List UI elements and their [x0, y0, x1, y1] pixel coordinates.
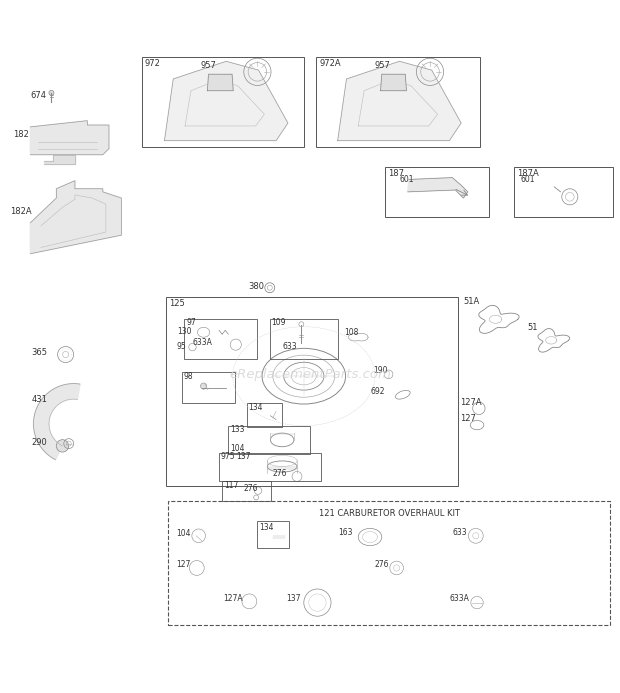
Polygon shape [408, 177, 467, 198]
Text: 674: 674 [30, 91, 46, 100]
Text: 127: 127 [175, 561, 190, 570]
Text: 601: 601 [400, 175, 414, 184]
Text: 957: 957 [375, 61, 391, 70]
Bar [514, 167, 613, 217]
Polygon shape [30, 121, 109, 155]
Bar [142, 57, 304, 147]
Bar [184, 319, 257, 359]
Text: 633: 633 [282, 342, 297, 351]
Text: 127A: 127A [459, 398, 481, 407]
Bar [228, 426, 310, 453]
Text: 957: 957 [200, 61, 216, 70]
Text: 276: 276 [375, 561, 389, 570]
Text: 365: 365 [32, 348, 48, 357]
Polygon shape [164, 61, 288, 141]
Bar [270, 319, 338, 359]
Text: 51: 51 [528, 324, 538, 333]
Bar [167, 297, 458, 486]
Text: 276: 276 [273, 469, 288, 477]
Polygon shape [381, 74, 407, 91]
Text: 187A: 187A [517, 169, 539, 178]
Text: 163: 163 [338, 528, 352, 537]
Polygon shape [207, 74, 233, 91]
Text: 972: 972 [145, 59, 161, 68]
Text: 190: 190 [373, 365, 388, 374]
Text: 125: 125 [170, 299, 185, 308]
Text: 109: 109 [272, 319, 286, 328]
Text: 633A: 633A [449, 594, 469, 603]
Text: 97: 97 [186, 319, 196, 328]
Text: 104: 104 [175, 529, 190, 538]
Text: 127A: 127A [223, 594, 243, 603]
Text: 95: 95 [177, 342, 187, 351]
Polygon shape [33, 384, 80, 459]
Text: 633: 633 [452, 528, 467, 537]
Text: 121 CARBURETOR OVERHAUL KIT: 121 CARBURETOR OVERHAUL KIT [319, 509, 459, 518]
Polygon shape [44, 155, 75, 164]
Text: 51A: 51A [463, 297, 480, 306]
Bar [257, 521, 289, 547]
Circle shape [200, 383, 206, 389]
Text: 117: 117 [224, 481, 238, 490]
Polygon shape [338, 61, 461, 141]
Bar [247, 403, 281, 427]
Bar [182, 372, 234, 403]
Text: 127: 127 [459, 414, 476, 423]
Text: 431: 431 [32, 394, 48, 403]
Circle shape [56, 439, 69, 452]
Text: 104: 104 [230, 444, 245, 453]
Text: 108: 108 [344, 328, 358, 337]
Text: 380: 380 [248, 282, 264, 291]
Polygon shape [30, 181, 122, 254]
Text: 137: 137 [286, 594, 301, 603]
Text: 182: 182 [13, 130, 29, 139]
Bar [219, 453, 321, 481]
Bar [222, 481, 271, 501]
Text: 972A: 972A [319, 59, 341, 68]
Bar [316, 57, 480, 147]
Text: 134: 134 [248, 403, 263, 412]
Text: 134: 134 [259, 523, 274, 532]
Text: 692: 692 [370, 387, 384, 396]
Text: 975: 975 [221, 452, 236, 461]
Text: 182A: 182A [10, 207, 32, 216]
Text: eReplacementParts.com: eReplacementParts.com [229, 368, 391, 381]
Text: 290: 290 [32, 438, 47, 447]
Text: 130: 130 [177, 326, 192, 335]
Text: 187: 187 [389, 169, 405, 178]
Bar [386, 167, 489, 217]
Text: 137: 137 [236, 452, 250, 461]
Circle shape [49, 90, 54, 96]
Text: 601: 601 [520, 175, 535, 184]
Text: 276: 276 [244, 484, 259, 493]
Text: 633A: 633A [192, 337, 212, 346]
Text: 133: 133 [230, 425, 245, 434]
Bar [168, 501, 610, 625]
Text: 98: 98 [184, 371, 193, 380]
